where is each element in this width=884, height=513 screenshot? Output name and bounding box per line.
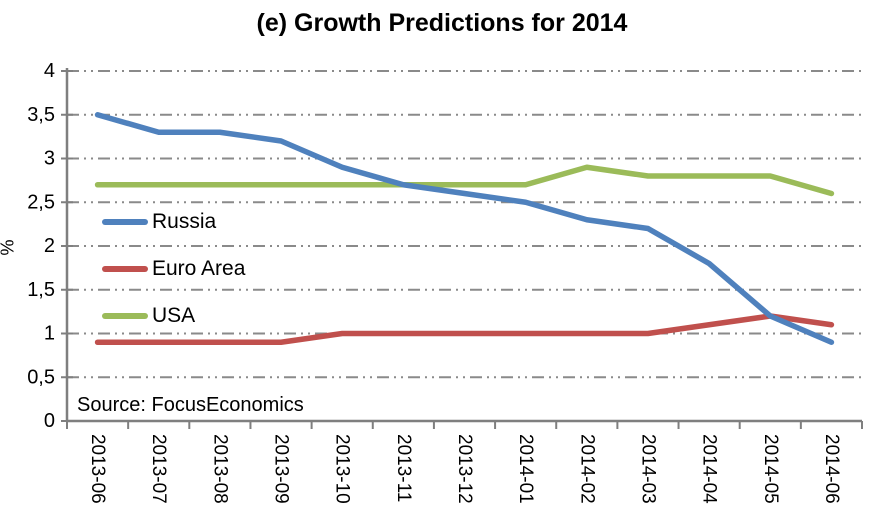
chart-title: (e) Growth Predictions for 2014 [256, 9, 628, 37]
series-line-russia [94, 112, 835, 345]
y-axis-tick-label: 1,5 [27, 279, 55, 301]
x-axis-tick-label: 2013-09 [271, 434, 292, 504]
source-note: Source: FocusEconomics [77, 394, 304, 416]
x-axis-tick-label: 2014-01 [515, 434, 536, 504]
x-axis-tick-label: 2014-02 [576, 434, 597, 504]
y-axis-tick-label: 0 [44, 410, 55, 432]
legend-marker-usa [102, 312, 148, 319]
y-axis-tick-label: 2 [44, 235, 55, 257]
x-axis-tick-label: 2013-08 [209, 434, 230, 504]
series-line-usa [94, 164, 835, 197]
legend-item-usa: USA [102, 292, 245, 339]
y-axis-title: % [0, 233, 19, 263]
legend-label-russia: Russia [152, 209, 217, 233]
legend-marker-russia [102, 218, 148, 225]
legend-label-usa: USA [152, 303, 196, 327]
x-axis-tick-label: 2014-03 [637, 434, 658, 504]
y-axis-tick-label: 3 [44, 148, 55, 170]
x-axis-tick-label: 2014-05 [760, 434, 781, 504]
x-axis-tick-label: 2013-10 [332, 434, 353, 504]
x-axis-tick-label: 2013-12 [454, 434, 475, 504]
y-axis-tick-label: 3,5 [27, 104, 55, 126]
x-axis-tick-label: 2013-11 [393, 434, 414, 502]
x-axis-tick-label: 2013-06 [87, 434, 108, 504]
legend-marker-euro-area [102, 265, 148, 272]
series-line-euro-area [94, 313, 835, 345]
legend-item-euro-area: Euro Area [102, 245, 245, 292]
x-axis-tick-label: 2014-06 [821, 434, 842, 504]
x-axis-tick-label: 2014-04 [699, 434, 720, 504]
x-axis-tick-label: 2013-07 [148, 434, 169, 504]
y-axis-tick-label: 1 [44, 323, 55, 345]
y-axis-tick-label: 2,5 [27, 191, 55, 213]
y-axis-tick-label: 0,5 [27, 366, 55, 388]
legend: Russia Euro Area USA [102, 198, 245, 339]
legend-label-euro-area: Euro Area [152, 256, 246, 280]
y-axis-tick-label: 4 [44, 60, 55, 82]
legend-item-russia: Russia [102, 198, 245, 245]
